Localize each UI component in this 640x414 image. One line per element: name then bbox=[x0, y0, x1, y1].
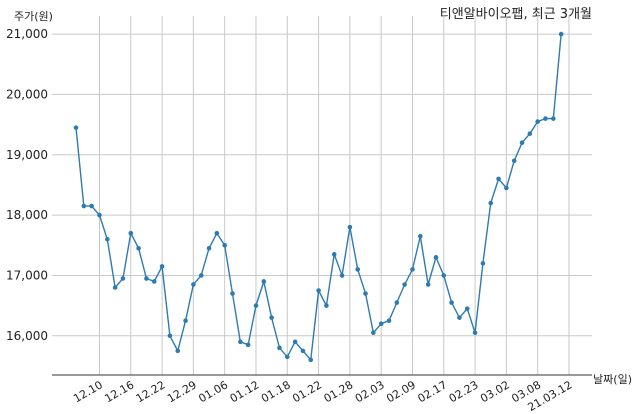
price-point bbox=[222, 242, 227, 248]
y-tick-label: 16,000 bbox=[6, 329, 48, 343]
price-point bbox=[355, 267, 361, 272]
price-point bbox=[324, 303, 329, 308]
price-point bbox=[81, 203, 87, 209]
x-tick-label: 01.28 bbox=[322, 378, 356, 405]
price-point bbox=[112, 285, 118, 290]
price-point bbox=[89, 203, 94, 209]
y-axis-label: 주가(원) bbox=[14, 10, 53, 23]
x-tick-label: 02.17 bbox=[415, 378, 449, 405]
price-point bbox=[527, 131, 533, 136]
price-point bbox=[496, 176, 501, 182]
price-point bbox=[457, 315, 462, 320]
price-point bbox=[167, 333, 173, 339]
price-point bbox=[284, 354, 290, 360]
x-tick-label: 12.22 bbox=[134, 378, 168, 405]
price-point bbox=[253, 303, 259, 308]
x-tick-labels: 12.1012.1612.2212.2901.0601.1201.1801.22… bbox=[71, 378, 574, 414]
price-points bbox=[73, 31, 564, 363]
x-tick-label: 12.16 bbox=[102, 378, 136, 405]
price-point bbox=[144, 276, 149, 281]
price-point bbox=[230, 291, 235, 296]
price-point bbox=[214, 230, 220, 236]
x-tick-label: 02.09 bbox=[384, 378, 418, 405]
price-point bbox=[97, 212, 102, 218]
price-point bbox=[277, 345, 282, 351]
x-tick-label: 03.02 bbox=[478, 378, 512, 405]
x-tick-label: 02.23 bbox=[447, 378, 481, 405]
price-point bbox=[151, 279, 157, 284]
y-gridlines bbox=[52, 33, 592, 337]
price-point bbox=[558, 31, 564, 37]
price-point bbox=[269, 315, 274, 320]
y-tick-label: 18,000 bbox=[6, 208, 48, 222]
price-point bbox=[543, 116, 548, 121]
y-tick-labels: 16,000 17,000 18,000 19,000 20,000 21,000 bbox=[6, 27, 48, 343]
price-point bbox=[464, 306, 470, 311]
price-point bbox=[480, 261, 486, 266]
chart-title: 티앤알바이오팹, 최근 3개월 bbox=[440, 7, 592, 22]
price-point bbox=[386, 318, 392, 324]
price-point bbox=[73, 125, 79, 130]
price-point bbox=[402, 282, 407, 287]
x-tick-label: 01.12 bbox=[228, 378, 262, 405]
price-point bbox=[347, 224, 353, 230]
price-point bbox=[363, 291, 368, 296]
price-point bbox=[410, 267, 415, 272]
x-axis-label: 날짜(일) bbox=[593, 372, 632, 386]
price-point bbox=[425, 282, 431, 287]
price-point bbox=[449, 300, 454, 305]
price-point bbox=[511, 158, 517, 164]
price-point bbox=[183, 318, 188, 324]
price-point bbox=[371, 330, 376, 336]
price-point bbox=[418, 233, 423, 239]
x-tick-label: 12.29 bbox=[165, 378, 199, 405]
x-tick-label: 02.03 bbox=[353, 378, 387, 405]
price-point bbox=[206, 245, 212, 251]
x-tick-label: 12.10 bbox=[71, 378, 105, 405]
price-point bbox=[308, 357, 314, 363]
x-gridlines bbox=[98, 16, 570, 375]
y-tick-label: 20,000 bbox=[6, 87, 48, 101]
price-point bbox=[120, 276, 126, 281]
price-point bbox=[472, 330, 478, 336]
x-tick-label: 01.06 bbox=[196, 378, 230, 405]
x-tick-label: 01.18 bbox=[259, 378, 293, 405]
price-point bbox=[535, 119, 540, 124]
price-point bbox=[504, 185, 509, 191]
y-tick-label: 19,000 bbox=[6, 148, 48, 162]
price-point bbox=[441, 273, 447, 278]
price-point bbox=[105, 236, 110, 242]
price-point bbox=[331, 252, 337, 257]
price-point bbox=[339, 273, 345, 278]
price-point bbox=[159, 264, 165, 269]
y-tick-label: 17,000 bbox=[6, 268, 48, 282]
price-point bbox=[238, 339, 243, 345]
price-point bbox=[191, 282, 196, 287]
price-point bbox=[261, 279, 267, 284]
price-point bbox=[316, 288, 321, 293]
x-tick-label: 01.22 bbox=[290, 378, 324, 405]
price-point bbox=[394, 300, 400, 305]
price-point bbox=[300, 348, 306, 354]
y-tick-label: 21,000 bbox=[6, 27, 48, 41]
price-point bbox=[551, 116, 556, 121]
price-point bbox=[175, 348, 181, 354]
price-point bbox=[136, 245, 141, 251]
price-point bbox=[198, 273, 204, 278]
price-point bbox=[488, 200, 494, 206]
price-point bbox=[519, 140, 525, 146]
price-point bbox=[433, 255, 439, 260]
price-point bbox=[292, 339, 298, 345]
price-point bbox=[378, 321, 384, 327]
price-point bbox=[128, 230, 134, 236]
price-point bbox=[245, 342, 251, 348]
